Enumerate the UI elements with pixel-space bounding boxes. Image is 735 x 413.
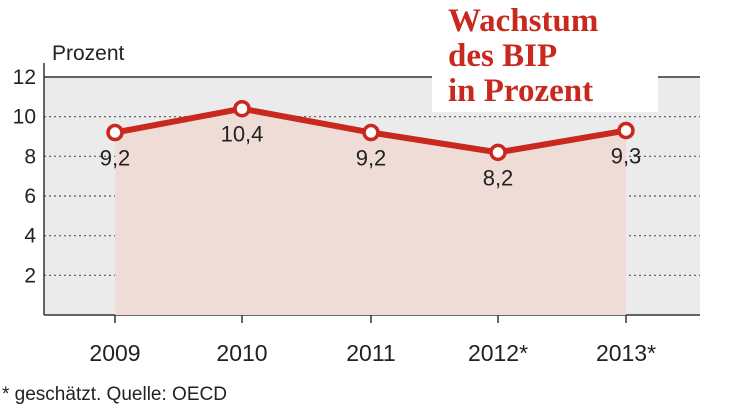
data-point bbox=[106, 123, 124, 142]
data-point bbox=[489, 143, 507, 162]
chart-title-line: Wachstum bbox=[448, 3, 598, 39]
data-label: 9,3 bbox=[611, 144, 642, 169]
y-tick-label: 8 bbox=[24, 145, 36, 168]
x-tick-label: 2010 bbox=[216, 340, 267, 366]
x-tick-label: 2013* bbox=[596, 340, 656, 366]
data-point bbox=[362, 123, 380, 142]
data-labels: 9,2 10,4 9,2 8,2 9,3 bbox=[100, 122, 642, 191]
data-point bbox=[233, 99, 251, 118]
data-label: 9,2 bbox=[100, 146, 131, 171]
x-tick-labels: 2009 2010 2011 2012* 2013* bbox=[89, 340, 656, 366]
x-tick-label: 2009 bbox=[89, 340, 140, 366]
y-axis-unit-label: Prozent bbox=[52, 42, 125, 65]
footnote: * geschätzt. Quelle: OECD bbox=[2, 384, 227, 405]
y-tick-label: 10 bbox=[13, 106, 36, 129]
data-point bbox=[617, 121, 635, 140]
y-tick-label: 12 bbox=[13, 66, 36, 89]
y-tick-label: 2 bbox=[24, 264, 36, 287]
x-tick-label: 2011 bbox=[346, 340, 395, 366]
y-tick-label: 6 bbox=[24, 185, 36, 208]
data-label: 9,2 bbox=[356, 146, 387, 171]
data-label: 8,2 bbox=[483, 165, 514, 190]
x-tick-label: 2012* bbox=[468, 340, 528, 366]
title-background bbox=[432, 0, 658, 112]
data-label: 10,4 bbox=[221, 122, 264, 147]
y-tick-label: 4 bbox=[24, 225, 36, 248]
data-points bbox=[106, 99, 635, 162]
chart-title-line: in Prozent bbox=[448, 73, 593, 109]
y-tick-labels: 2 4 6 8 10 12 bbox=[13, 66, 37, 287]
chart-title-line: des BIP bbox=[448, 38, 557, 74]
